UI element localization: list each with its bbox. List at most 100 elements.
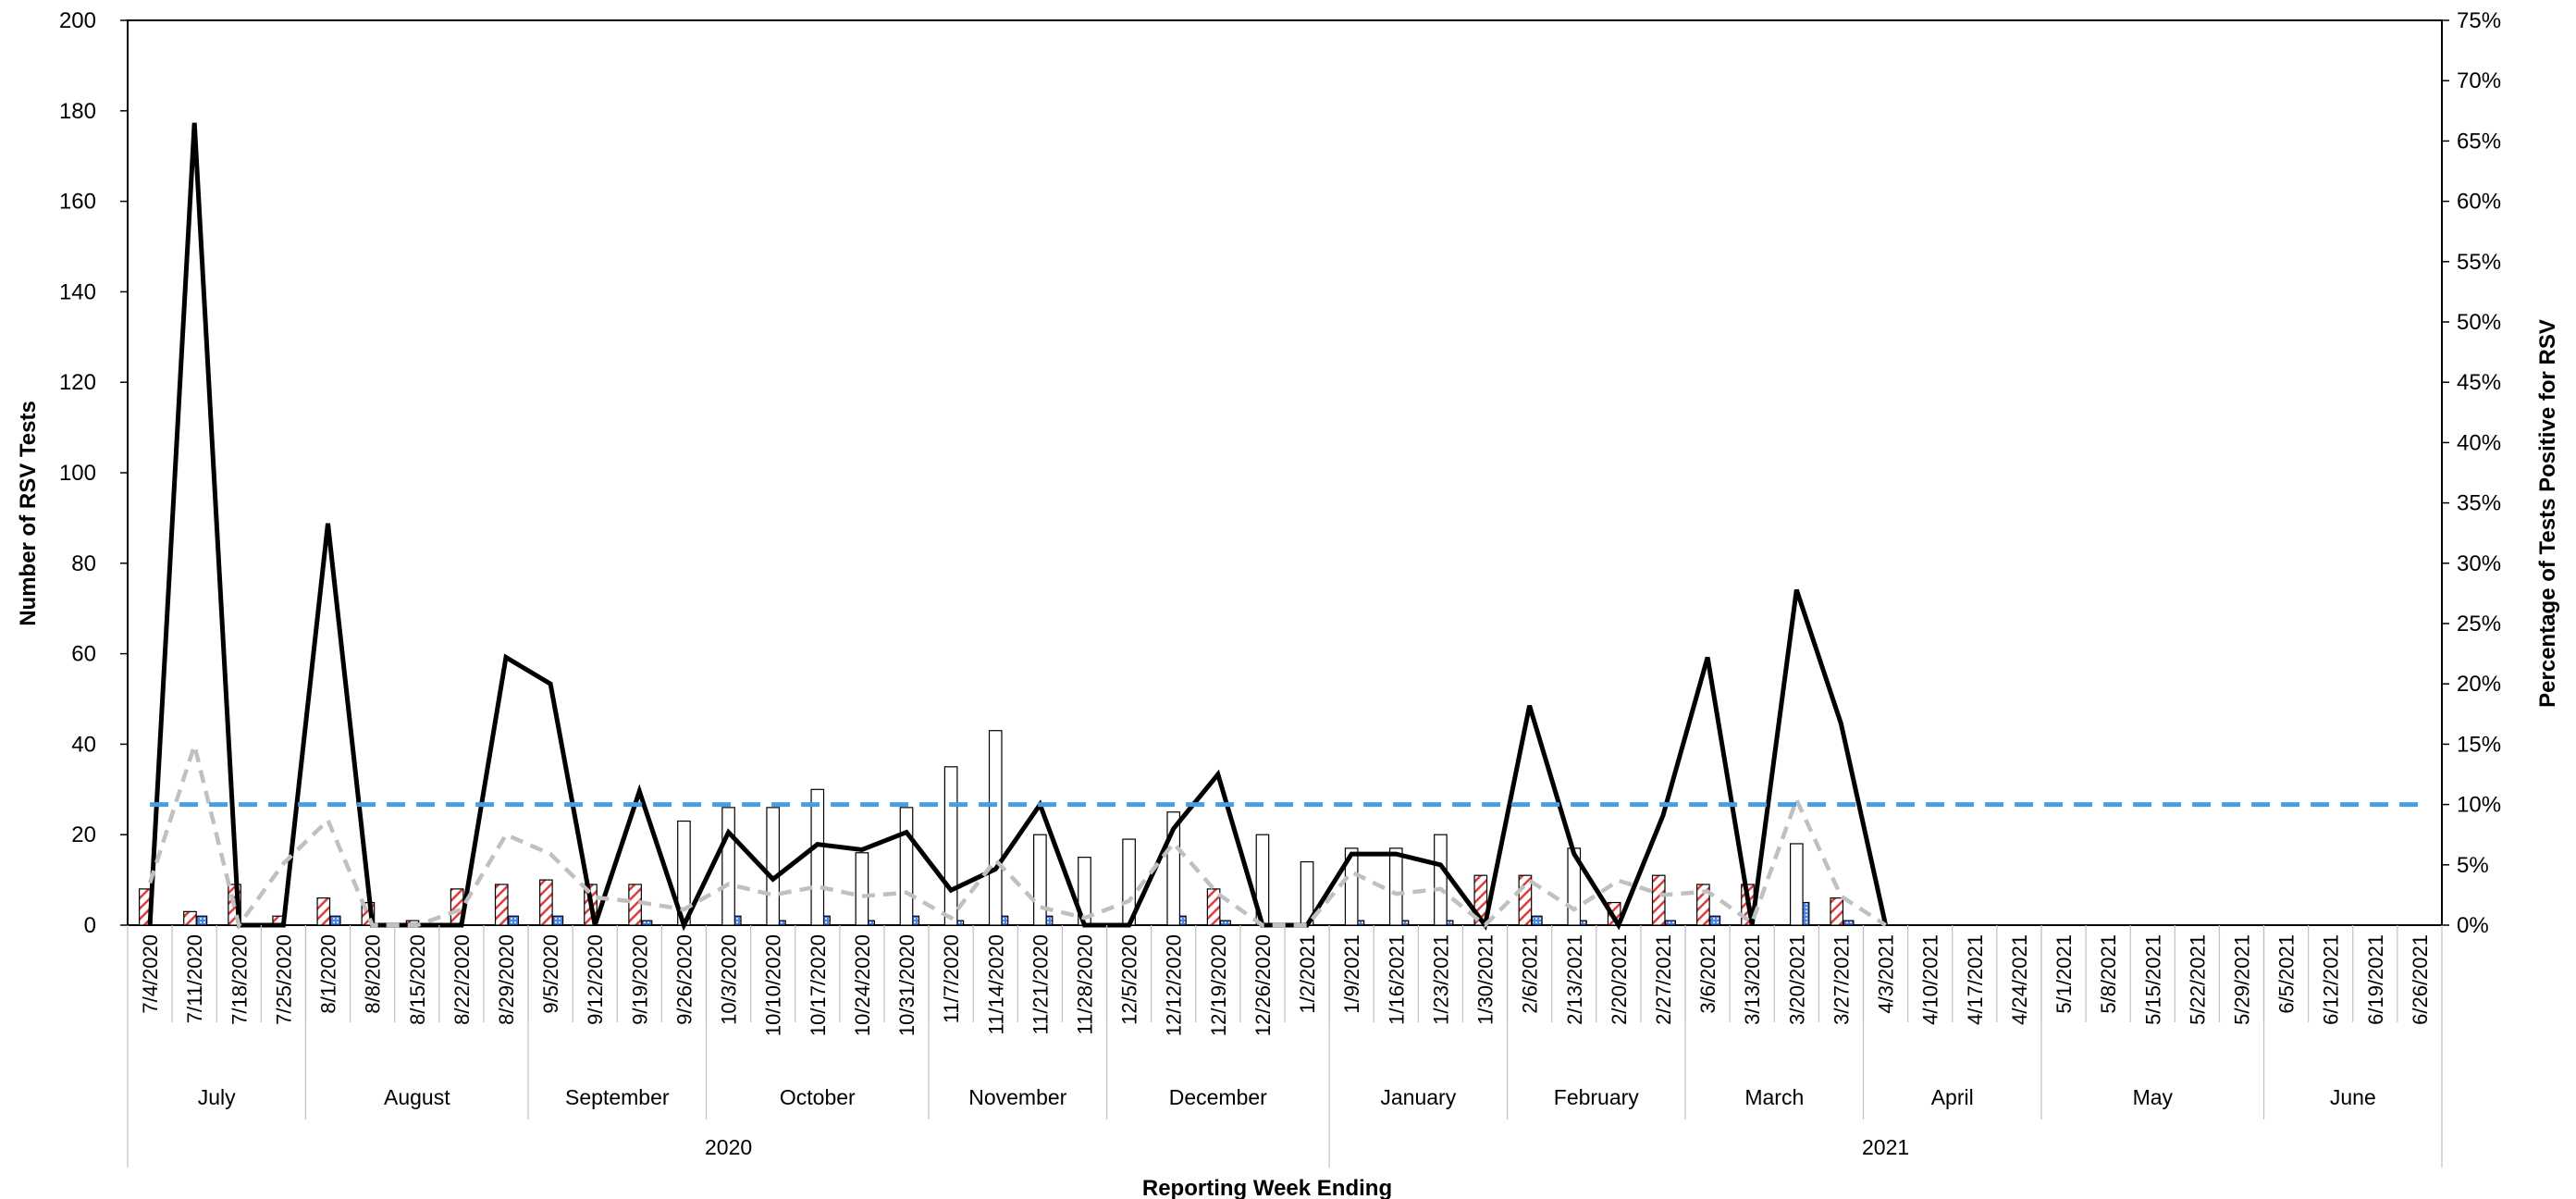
bar-dotted-blue <box>1665 920 1677 926</box>
x-category-label: 5/1/2021 <box>2052 934 2076 1014</box>
bar-white <box>810 788 825 926</box>
x-category-label: 10/17/2020 <box>807 934 830 1036</box>
x-category-label: 12/26/2020 <box>1251 934 1275 1036</box>
bar-white <box>1789 843 1804 926</box>
x-category-label: 12/19/2020 <box>1207 934 1230 1036</box>
x-year-label: 2020 <box>705 1135 752 1159</box>
x-axis-title: Reporting Week Ending <box>1142 1176 1392 1199</box>
x-category-label: 8/22/2020 <box>450 934 474 1025</box>
bar-dotted-blue <box>329 915 341 926</box>
x-category-label: 1/9/2021 <box>1340 934 1363 1014</box>
x-category-label: 3/27/2021 <box>1830 934 1853 1025</box>
x-category-label: 8/1/2020 <box>317 934 340 1014</box>
y-right-tick-label: 10% <box>2457 793 2501 818</box>
x-category-label: 5/15/2021 <box>2141 934 2164 1025</box>
y-left-tick-label: 20 <box>71 822 96 847</box>
x-category-label: 4/3/2021 <box>1875 934 1898 1014</box>
x-category-label: 5/29/2021 <box>2231 934 2254 1025</box>
x-year-label: 2021 <box>1862 1135 1909 1159</box>
x-category-label: 1/16/2021 <box>1385 934 1408 1025</box>
y-right-tick-label: 45% <box>2457 370 2501 395</box>
bar-hatched-red <box>494 884 509 926</box>
x-category-label: 2/20/2021 <box>1608 934 1631 1025</box>
y-left-tick-label: 200 <box>59 8 96 33</box>
y-right-tick-label: 15% <box>2457 732 2501 757</box>
bar-white <box>899 807 914 926</box>
x-category-label: 1/23/2021 <box>1429 934 1452 1025</box>
x-category-label: 3/13/2021 <box>1741 934 1764 1025</box>
x-month-label: September <box>565 1085 670 1109</box>
y-right-tick-label: 25% <box>2457 612 2501 637</box>
y-right-tick-label: 75% <box>2457 8 2501 33</box>
bar-white <box>855 852 869 926</box>
bar-white <box>1344 847 1359 926</box>
y-right-tick-label: 40% <box>2457 430 2501 455</box>
bar-dotted-blue <box>1531 915 1543 926</box>
plot-frame <box>127 19 2443 926</box>
x-category-label: 2/13/2021 <box>1563 934 1586 1025</box>
y-left-tick-label: 0 <box>84 913 96 938</box>
bar-dotted-blue <box>1709 915 1721 926</box>
bar-white <box>943 766 958 926</box>
y-right-tick-label: 20% <box>2457 672 2501 697</box>
x-category-label: 7/4/2020 <box>139 934 162 1014</box>
x-category-label: 1/2/2021 <box>1296 934 1319 1014</box>
y-right-tick-label: 65% <box>2457 129 2501 154</box>
x-month-label: May <box>2133 1085 2174 1109</box>
bar-hatched-red <box>1696 884 1710 926</box>
bar-white <box>1434 834 1448 926</box>
bar-dotted-blue <box>196 915 208 926</box>
x-category-label: 11/21/2020 <box>1029 934 1052 1034</box>
x-category-label: 11/28/2020 <box>1074 934 1097 1034</box>
x-category-label: 8/8/2020 <box>362 934 385 1014</box>
bar-hatched-red <box>1830 897 1844 926</box>
x-month-label: June <box>2330 1085 2376 1109</box>
bar-hatched-red <box>539 879 553 926</box>
line-series-group <box>147 122 2420 932</box>
bar-hatched-red <box>1206 888 1221 926</box>
bar-series-group <box>139 730 1855 926</box>
y-right-tick-label: 50% <box>2457 310 2501 335</box>
x-category-label: 9/26/2020 <box>672 934 696 1025</box>
x-category-label: 5/8/2021 <box>2097 934 2120 1014</box>
y-axis-left-title: Number of RSV Tests <box>16 401 41 626</box>
x-month-label: March <box>1744 1085 1804 1109</box>
x-category-label: 10/24/2020 <box>851 934 874 1036</box>
bar-white <box>1388 847 1403 926</box>
bar-dotted-blue <box>552 915 564 926</box>
y-left-tick-label: 160 <box>59 190 96 215</box>
bar-hatched-red <box>628 884 642 926</box>
x-month-label: July <box>198 1085 236 1109</box>
line-dashed-gray <box>147 737 1887 931</box>
y-left-tick-label: 120 <box>59 370 96 395</box>
x-category-label: 12/5/2020 <box>1118 934 1141 1025</box>
x-month-label: April <box>1931 1085 1974 1109</box>
x-category-label: 7/18/2020 <box>228 934 251 1025</box>
x-category-label: 6/5/2021 <box>2275 934 2299 1014</box>
y-right-tick-label: 55% <box>2457 250 2501 275</box>
x-category-label: 12/12/2020 <box>1163 934 1186 1036</box>
y-right-tick-label: 60% <box>2457 190 2501 215</box>
bar-hatched-red <box>183 910 197 926</box>
y-left-tick-label: 60 <box>71 642 96 667</box>
x-month-label: November <box>968 1085 1066 1109</box>
bar-dotted-blue <box>508 915 520 926</box>
x-category-label: 6/26/2021 <box>2409 934 2432 1025</box>
bar-dotted-blue <box>1219 920 1231 926</box>
x-category-label: 10/10/2020 <box>762 934 785 1036</box>
y-right-tick-label: 5% <box>2457 853 2489 878</box>
x-category-label: 4/24/2021 <box>2008 934 2031 1025</box>
x-axis-categories: 7/4/2020 7/11/2020 7/18/2020 7/25/2020 8/1/2… <box>139 925 2432 1036</box>
x-category-label: 2/27/2021 <box>1652 934 1675 1025</box>
x-category-label: 5/22/2021 <box>2186 934 2209 1025</box>
x-category-label: 8/29/2020 <box>495 934 518 1025</box>
x-axis-years: 2020 2021 <box>127 1119 2443 1168</box>
bar-white <box>988 730 1003 926</box>
bar-white <box>721 807 735 926</box>
y-axis-right-title: Percentage of Tests Positive for RSV <box>2535 319 2560 708</box>
x-category-label: 3/20/2021 <box>1785 934 1808 1025</box>
x-category-label: 6/12/2021 <box>2320 934 2343 1025</box>
x-category-label: 4/17/2021 <box>1964 934 1987 1025</box>
y-right-tick-label: 35% <box>2457 491 2501 516</box>
